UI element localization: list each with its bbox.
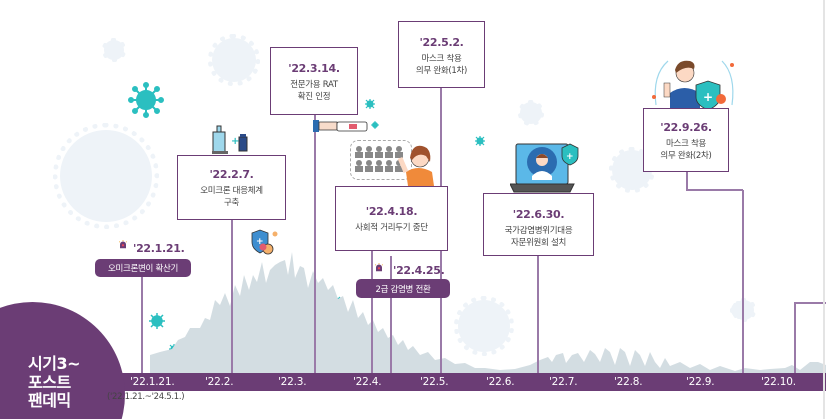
event-desc-line: 구축 <box>223 198 240 208</box>
axis-tick: '22.9. <box>686 376 715 388</box>
event-date: '22.4.18. <box>365 205 418 218</box>
svg-text:+: + <box>231 136 239 147</box>
connector-line <box>141 276 143 373</box>
right-edge-divider <box>823 0 825 419</box>
virus-teal-icon <box>371 121 379 129</box>
virus-bg-icon <box>208 34 260 86</box>
event-desc-line: 마스크 착용 <box>665 139 706 149</box>
event-box-distancing-end: '22.4.18. 사회적 거리두기 중단 <box>335 186 448 251</box>
connector-line <box>537 256 539 373</box>
event-desc-line: 자문위원회 설치 <box>510 238 567 248</box>
event-desc-line: 의무 완화(2차) <box>660 151 712 161</box>
event-date: '22.4.25. <box>393 264 445 277</box>
virus-teal-icon <box>149 313 165 329</box>
era-period: ('22.1.21.~'24.5.1.) <box>107 392 185 402</box>
virus-bg-icon <box>102 38 126 62</box>
axis-tick: '22.5. <box>420 376 449 388</box>
virus-bg-icon <box>453 295 515 357</box>
axis-tick: '22.3. <box>278 376 307 388</box>
event-box-mask-1: '22.5.2. 마스크 착용 의무 완화(1차) <box>398 21 485 88</box>
event-date: '22.9.26. <box>660 121 712 134</box>
shield-pill-icon: + <box>251 229 278 255</box>
connector-line <box>390 256 392 373</box>
era-label: 시기3~ 포스트 팬데믹 <box>28 354 80 411</box>
event-date: '22.1.21. <box>133 242 185 255</box>
siren-icon <box>374 263 384 272</box>
event-box-advisory-committee: '22.6.30. 국가감염병위기대응 자문위원회 설치 <box>483 193 594 256</box>
event-date: '22.3.14. <box>288 62 340 75</box>
axis-tick: '22.7. <box>549 376 578 388</box>
vaccine-icon: + <box>212 125 248 154</box>
era-label-line: 시기3~ <box>28 354 80 373</box>
connector-line <box>794 302 796 373</box>
event-pill-omicron: 오미크론변이 확산기 <box>95 259 191 277</box>
svg-text:+: + <box>566 152 574 162</box>
connector-line <box>231 220 233 373</box>
rapid-test-icon <box>313 120 368 132</box>
connector-line <box>742 190 744 373</box>
event-box-rat: '22.3.14. 전문가용 RAT 확진 인정 <box>270 47 358 115</box>
event-date: '22.5.2. <box>419 36 464 49</box>
crowd-icon <box>355 146 403 172</box>
event-desc-line: 의무 완화(1차) <box>415 66 468 76</box>
event-desc-line: 국가감염병위기대응 <box>504 226 573 236</box>
event-desc: 오미크론변이 확산기 <box>107 264 179 274</box>
svg-text:+: + <box>703 90 713 104</box>
event-desc-line: 전문가용 RAT <box>290 80 338 90</box>
axis-tick: '22.8. <box>614 376 643 388</box>
woman-waving-icon <box>398 145 434 186</box>
man-thumbs-up-shield-icon: + <box>652 60 734 111</box>
connector-line <box>314 115 316 373</box>
event-date: '22.6.30. <box>512 208 565 221</box>
event-box-omicron-response: '22.2.7. 오미크론 대응체계 구축 <box>177 155 286 220</box>
event-pill-class2: 2급 감염병 전환 <box>356 279 450 298</box>
connector-line <box>686 189 743 191</box>
axis-tick: '22.10. <box>761 376 796 388</box>
svg-text:+: + <box>256 237 264 247</box>
era-label-line: 팬데믹 <box>28 391 71 410</box>
axis-tick: '22.2. <box>205 376 234 388</box>
event-desc: 2급 감염병 전환 <box>375 284 431 295</box>
event-desc-line: 사회적 거리두기 중단 <box>355 223 428 233</box>
axis-tick: '22.4. <box>353 376 382 388</box>
timeline-axis-bar <box>100 373 826 391</box>
era-label-line: 포스트 <box>28 372 71 392</box>
virus-teal-icon <box>365 99 375 109</box>
event-box-mask-2: '22.9.26. 마스크 착용 의무 완화(2차) <box>643 108 729 172</box>
event-desc-line: 오미크론 대응체계 <box>200 186 263 196</box>
laptop-doctor-icon: + <box>510 143 579 193</box>
virus-teal-icon <box>475 136 485 146</box>
event-desc-line: 확진 인정 <box>297 92 331 102</box>
connector-line <box>794 302 826 304</box>
siren-icon <box>118 240 128 249</box>
virus-bg-icon <box>52 122 160 230</box>
virus-teal-icon <box>128 82 164 118</box>
event-date: '22.2.7. <box>209 168 254 181</box>
axis-tick: '22.6. <box>486 376 515 388</box>
axis-tick: '22.1.21. <box>130 376 175 388</box>
connector-line <box>371 251 373 373</box>
event-desc-line: 마스크 착용 <box>421 54 462 64</box>
virus-bg-icon <box>518 100 544 126</box>
connector-line <box>686 172 688 190</box>
